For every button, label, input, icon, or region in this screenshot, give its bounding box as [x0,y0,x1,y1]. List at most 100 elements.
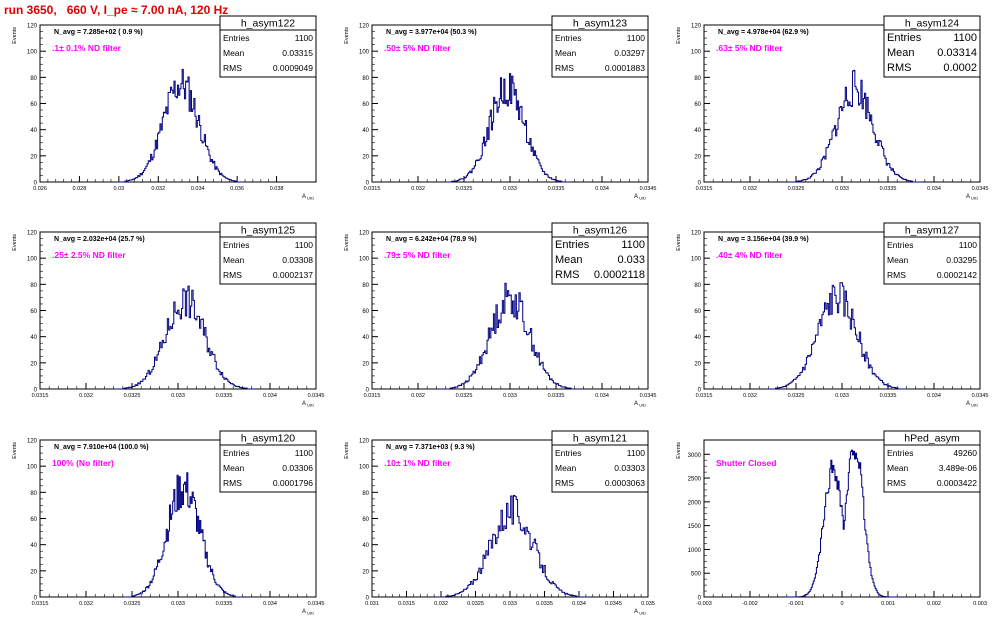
x-tick-label: 0.002 [927,601,941,607]
y-tick-label: 0 [698,181,702,187]
stats-value: 1100 [959,240,978,250]
y-tick-label: 120 [691,24,702,30]
y-tick-label: 100 [27,50,38,56]
y-tick-label: 20 [30,361,37,367]
stats-label: Entries [555,33,581,43]
y-tick-label: 40 [694,335,701,341]
stats-value: 0.0001796 [273,478,313,488]
x-axis-label: A UID [302,194,314,201]
y-tick-label: 100 [27,257,38,263]
x-tick-label: 0.032 [743,393,757,399]
y-tick-label: 60 [30,517,37,523]
navg-annotation: N_avg = 3.977e+04 (50.3 %) [386,29,477,36]
y-tick-label: 40 [30,128,37,134]
stats-label: Entries [887,448,913,458]
x-tick-label: 0.0315 [364,393,381,399]
y-tick-label: 80 [30,283,37,289]
stats-box [883,15,981,78]
y-tick-label: 120 [27,24,38,30]
x-tick-label: 0.0325 [788,393,805,399]
x-tick-label: 0.034 [191,186,205,192]
y-tick-label: 20 [362,569,369,575]
y-tick-label: 20 [30,154,37,160]
stats-label: RMS [887,62,911,74]
x-axis-label: A UID [634,401,646,408]
histogram-line [439,282,581,390]
y-tick-label: 1500 [688,524,702,530]
y-tick-label: 60 [30,309,37,315]
x-tick-label: 0.0325 [456,393,473,399]
y-tick-label: 2000 [688,500,702,506]
panel-h_asym120: 0 20 40 60 80 100 120 0.0315 0.032 0.0325 0.033 0.0… [12,430,324,616]
x-tick-label: 0.0345 [308,393,325,399]
x-tick-label: 0.032 [411,393,425,399]
x-tick-label: 0.03 [113,186,124,192]
stats-label: Entries [223,240,249,250]
y-tick-label: 1000 [688,548,702,554]
stats-box [551,15,649,78]
run-title: run 3650, 660 V, I_pe ≈ 7.00 nA, 120 Hz [4,3,229,17]
stats-value: 0.03297 [614,48,645,58]
stats-box [551,430,649,493]
x-tick-label: 0.034 [927,186,941,192]
navg-annotation: N_avg = 6.242e+04 (78.9 %) [386,236,477,243]
filter-label: .10± 1% ND filter [384,458,451,468]
y-tick-label: 40 [30,543,37,549]
x-tick-label: 0.0345 [972,393,989,399]
filter-label: .1± 0.1% ND filter [52,43,122,53]
stats-label: Entries [223,448,249,458]
x-tick-label: 0.0325 [456,186,473,192]
stats-label: Mean [555,254,583,266]
panel-h_asym123: 0 20 40 60 80 100 120 0.0315 0.032 0.0325 0.033 0.0… [344,15,657,201]
histogram-line [788,69,922,183]
histogram-line [116,68,246,183]
y-axis-label: Events [12,442,18,459]
stats-value: 1100 [295,448,314,458]
x-tick-label: 0.0345 [640,186,657,192]
y-tick-label: 0 [34,596,38,602]
stats-value: 1100 [295,240,314,250]
stats-value: 0.03314 [937,47,977,59]
y-axis-label: Events [676,234,682,251]
x-tick-label: 0.0325 [124,601,141,607]
y-tick-label: 80 [362,491,369,497]
stats-box [219,15,317,78]
y-tick-label: 80 [30,76,37,82]
x-tick-label: 0.0335 [548,393,565,399]
histogram-line [444,73,570,183]
x-axis-label: A UID [302,401,314,408]
y-tick-label: 60 [362,309,369,315]
stats-label: RMS [223,63,242,73]
y-tick-label: 100 [359,257,370,263]
stats-value: 0.0003422 [937,478,977,488]
x-axis-label: A UID [302,609,314,616]
stats-label: Mean [223,463,245,473]
x-tick-label: 0.0315 [398,601,415,607]
stats-box [551,222,649,285]
x-axis-label: A UID [966,401,978,408]
x-tick-label: 0.003 [973,601,987,607]
y-axis-label: Events [12,27,18,44]
y-tick-label: 100 [691,257,702,263]
stats-value: 0.0003063 [605,478,645,488]
stats-value: 0.03308 [282,255,313,265]
y-axis-label: Events [344,442,350,459]
y-tick-label: 120 [359,231,370,237]
y-tick-label: 0 [366,596,370,602]
y-tick-label: 60 [362,517,369,523]
x-tick-label: 0.0335 [880,393,897,399]
x-tick-label: 0.032 [151,186,165,192]
navg-annotation: N_avg = 7.285e+02 ( 0.9 %) [54,29,143,36]
stats-box [883,430,981,493]
filter-label: 100% (No filter) [52,458,114,468]
stats-value: 0.03306 [282,463,313,473]
stats-label: Mean [223,255,245,265]
y-tick-label: 40 [362,335,369,341]
x-tick-label: 0.038 [270,186,284,192]
stats-label: RMS [555,63,574,73]
y-tick-label: 120 [27,231,38,237]
y-tick-label: 80 [694,283,701,289]
stats-value: 0.03295 [946,255,977,265]
stats-value: 0.03315 [282,48,313,58]
x-tick-label: 0.0315 [696,186,713,192]
